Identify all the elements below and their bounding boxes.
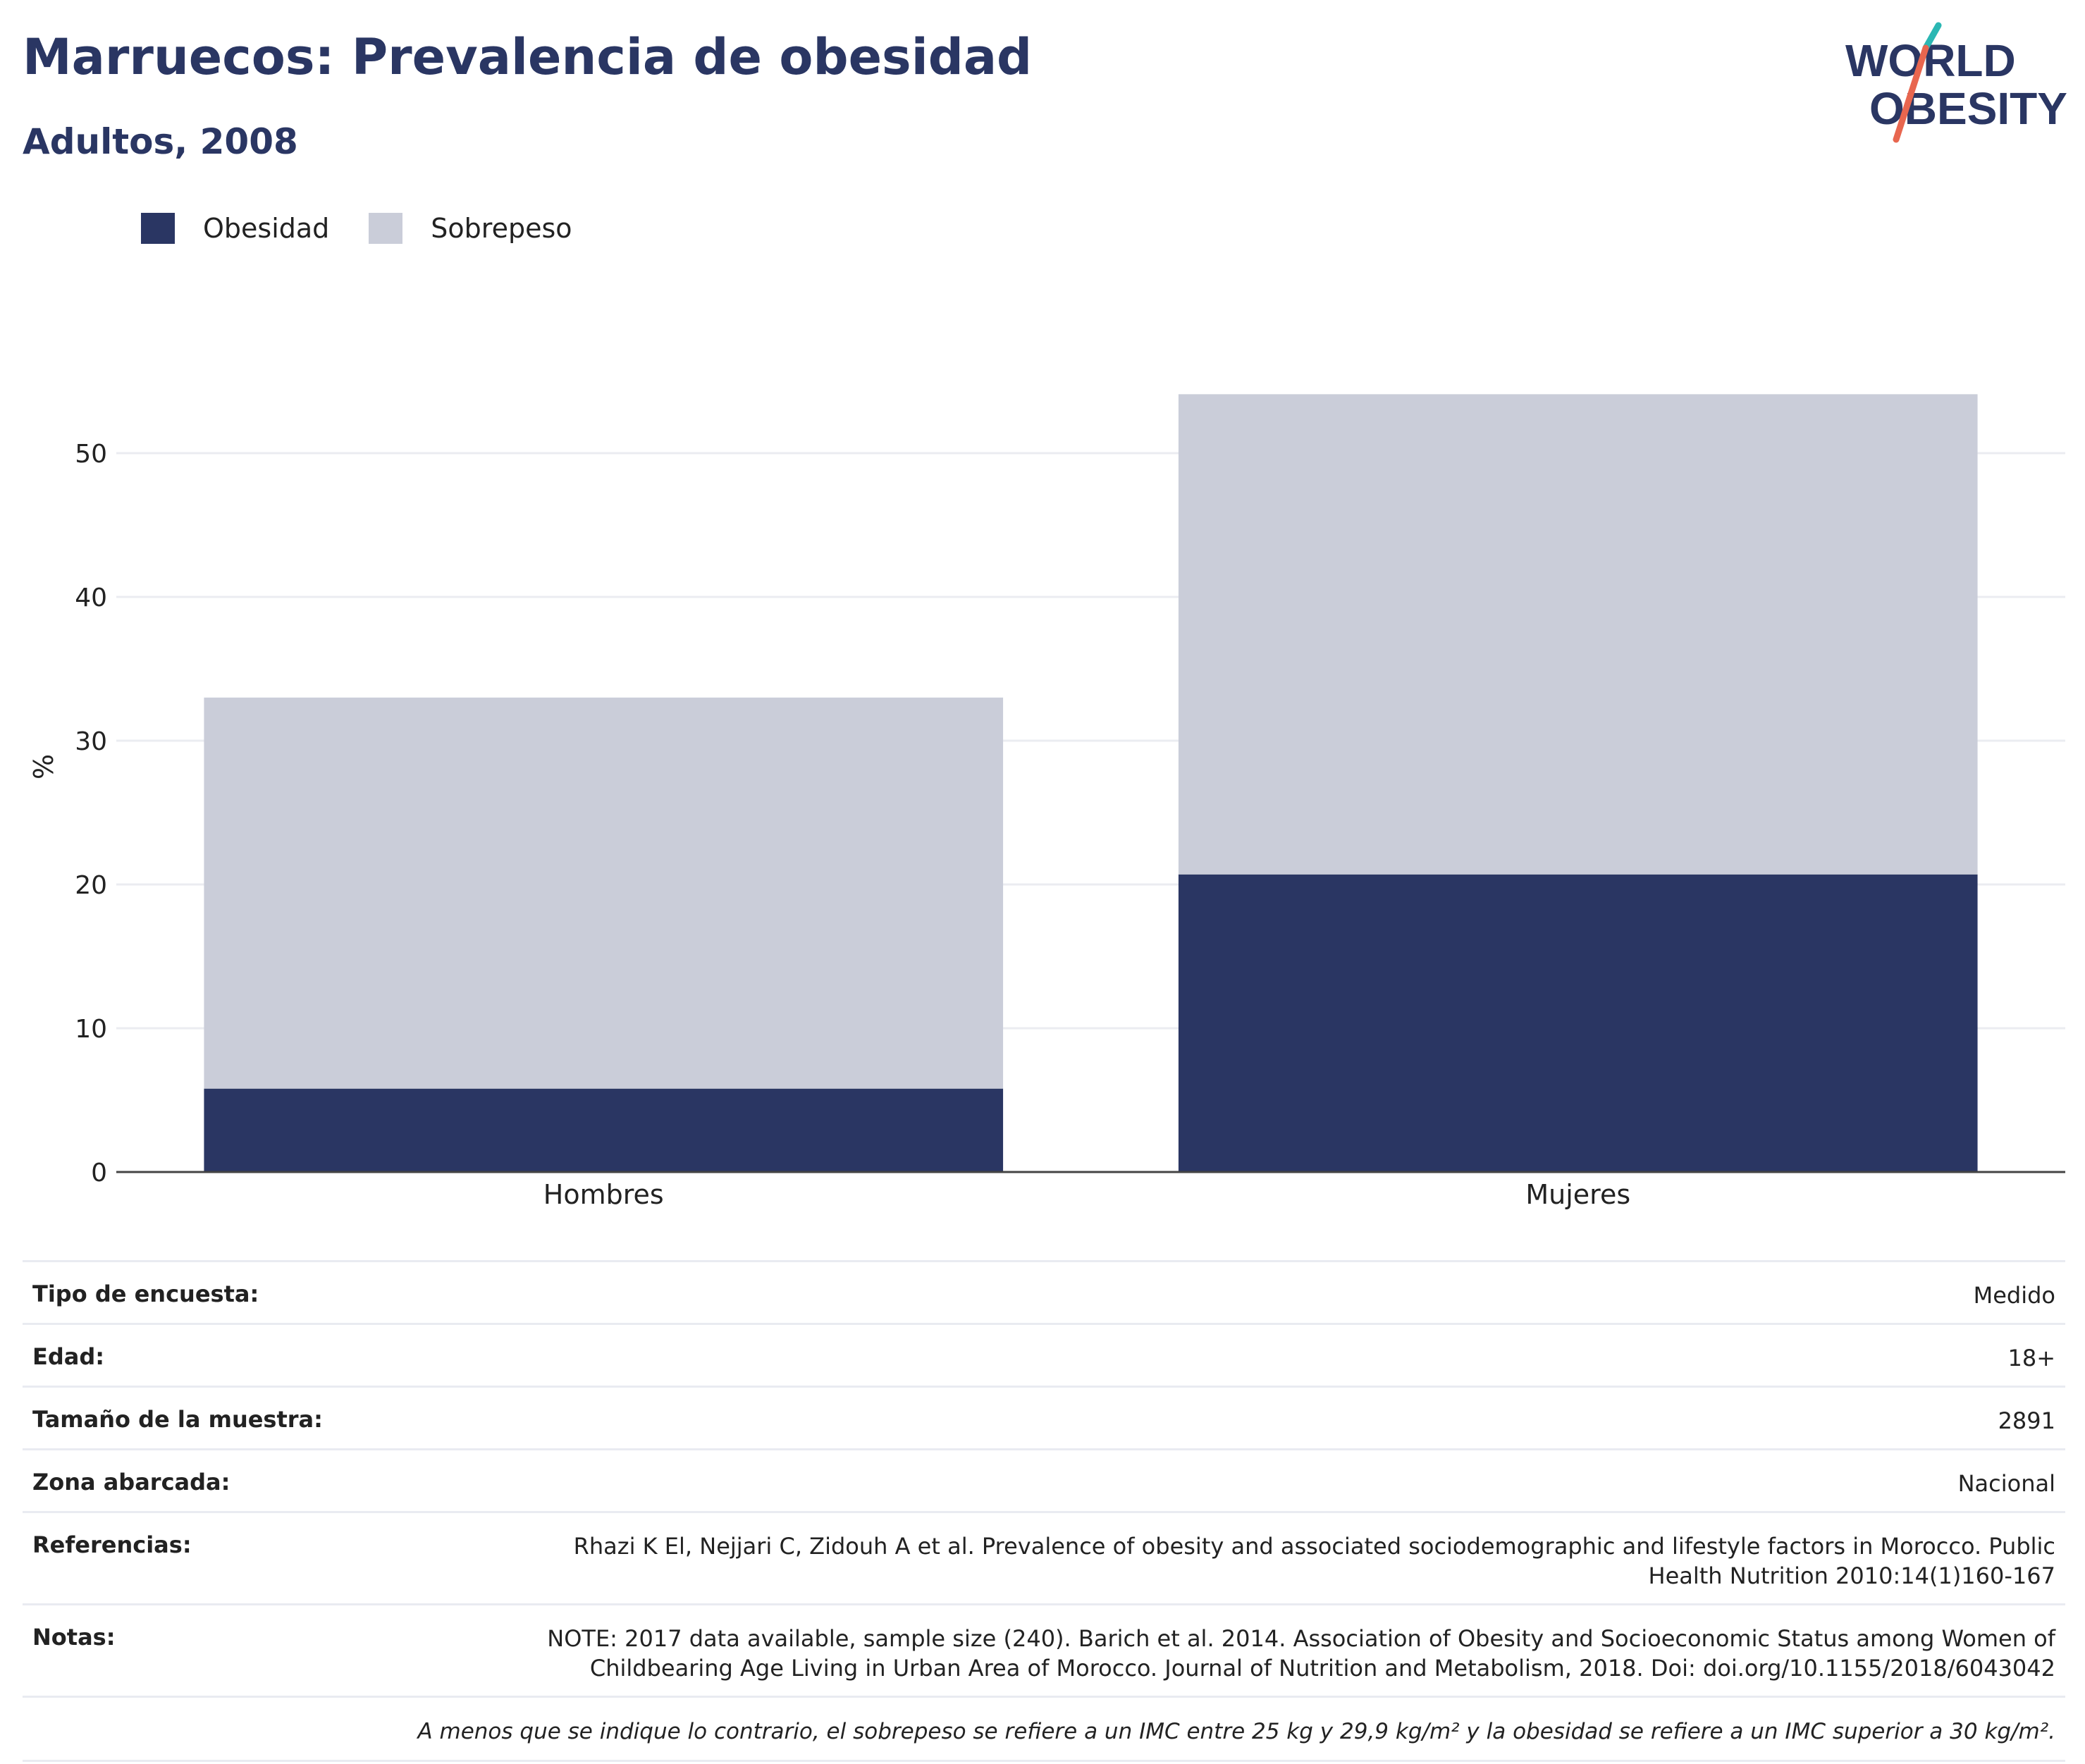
stacked-bar-chart: 0 10 20 30 40 50 Hombres Mujeres % (28, 394, 2065, 1210)
legend-swatch-sobrepeso (369, 213, 403, 244)
info-key: Tamaño de la muestra: (32, 1406, 323, 1433)
chart-title: Marruecos: Prevalencia de obesidad (23, 28, 1033, 86)
y-tick-label: 0 (91, 1159, 107, 1188)
y-tick-label: 20 (75, 871, 107, 900)
info-value: Nacional (1957, 1470, 2055, 1497)
info-value: Rhazi K El, Nejjari C, Zidouh A et al. P… (573, 1533, 2055, 1589)
x-tick-label: Mujeres (1525, 1179, 1630, 1210)
info-row-sample-size: Tamaño de la muestra: 2891 (23, 1386, 2065, 1448)
legend-swatch-obesidad (141, 213, 175, 244)
y-tick-label: 50 (75, 440, 107, 469)
x-tick-label: Hombres (543, 1179, 664, 1210)
legend-item-sobrepeso[interactable]: Sobrepeso (369, 213, 572, 244)
y-tick-label: 30 (75, 727, 107, 756)
bar-obesidad-hombres[interactable] (204, 1088, 1004, 1172)
bar-sobrepeso-hombres[interactable] (204, 697, 1004, 1089)
logo-slash-teal (1922, 22, 1942, 51)
world-obesity-logo: WORLD OBESITY (1845, 22, 2067, 143)
info-key: Notas: (32, 1624, 116, 1651)
info-key: Zona abarcada: (32, 1469, 230, 1495)
info-value: NOTE: 2017 data available, sample size (… (547, 1625, 2055, 1682)
chart-legend: Obesidad Sobrepeso (141, 210, 612, 247)
y-tick-label: 40 (75, 584, 107, 612)
y-tick-label: 10 (75, 1015, 107, 1044)
info-key: Referencias: (32, 1531, 192, 1558)
info-row-notes: Notas: NOTE: 2017 data available, sample… (23, 1603, 2065, 1696)
info-key: Tipo de encuesta: (32, 1281, 259, 1307)
info-value: 2891 (1998, 1407, 2055, 1434)
info-key: Edad: (32, 1343, 105, 1370)
chart-subtitle: Adultos, 2008 (23, 121, 298, 162)
bmi-definition-note: A menos que se indique lo contrario, el … (23, 1696, 2065, 1762)
info-row-age: Edad: 18+ (23, 1323, 2065, 1386)
bars (204, 394, 1978, 1172)
y-axis-label: % (28, 754, 59, 779)
info-value: 18+ (2007, 1345, 2055, 1371)
legend-label-sobrepeso: Sobrepeso (431, 213, 572, 244)
bar-sobrepeso-mujeres[interactable] (1178, 394, 1978, 875)
info-row-survey-type: Tipo de encuesta: Medido (23, 1260, 2065, 1323)
bar-obesidad-mujeres[interactable] (1178, 874, 1978, 1172)
info-value: Medido (1973, 1282, 2055, 1309)
info-row-area: Zona abarcada: Nacional (23, 1448, 2065, 1511)
info-row-references: Referencias: Rhazi K El, Nejjari C, Zido… (23, 1511, 2065, 1603)
legend-item-obesidad[interactable]: Obesidad (141, 213, 329, 244)
logo-slash-coral (1893, 44, 1929, 143)
axes: 0 10 20 30 40 50 Hombres Mujeres (75, 440, 2065, 1210)
legend-label-obesidad: Obesidad (203, 213, 330, 244)
survey-info-table: Tipo de encuesta: Medido Edad: 18+ Tamañ… (23, 1260, 2065, 1762)
